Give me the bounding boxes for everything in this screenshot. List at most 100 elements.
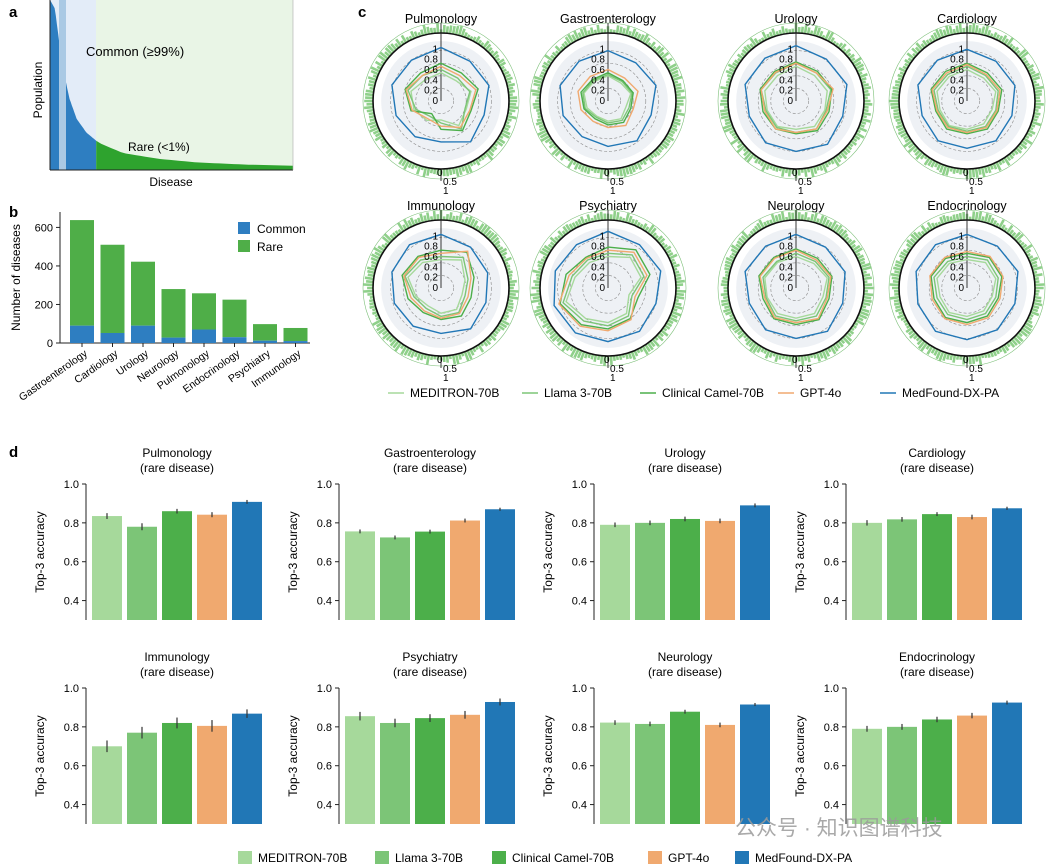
d-legend-swatch-3 xyxy=(648,851,662,864)
radar-series-2 xyxy=(930,62,1003,135)
b-legend-swatch-common xyxy=(238,222,250,234)
radar-bar-tick: 1 xyxy=(610,373,616,384)
c-legend-label-3: GPT-4o xyxy=(800,386,842,400)
radar-radial-tick: 0.6 xyxy=(591,65,605,76)
d-ytick-label: 1.0 xyxy=(824,479,839,491)
radar-series-3 xyxy=(759,249,832,324)
radar-title: Urology xyxy=(774,12,818,26)
radar-series-4 xyxy=(391,46,490,143)
d-bar-3 xyxy=(450,714,480,824)
radar-title: Immunology xyxy=(407,199,476,213)
d-bar-2 xyxy=(415,531,445,620)
b-bar-common xyxy=(192,329,216,343)
radar-grid-circle xyxy=(428,275,454,301)
radar-radial-tick: 0.8 xyxy=(779,55,793,66)
radar-series-3 xyxy=(931,63,1001,134)
radar-title: Endocrinology xyxy=(927,199,1007,213)
radar-series-0 xyxy=(764,255,828,319)
radar-series-3 xyxy=(558,249,648,332)
radar-bar-tick: 1 xyxy=(610,186,616,197)
radar-series-3 xyxy=(929,250,1004,326)
radar-series-4 xyxy=(744,233,846,340)
radar-radial-tick: 0.8 xyxy=(424,242,438,253)
panel-letter-b: b xyxy=(9,204,18,221)
radar-spikes xyxy=(889,23,1044,179)
radar-radial-tick: 0.8 xyxy=(591,55,605,66)
d-ylabel: Top-3 accuracy xyxy=(286,511,300,592)
d-bar-3 xyxy=(197,514,227,620)
d-subtitle: (rare disease) xyxy=(648,665,722,679)
radar-radial-tick: 0.2 xyxy=(779,273,793,284)
radar-series-1 xyxy=(762,252,830,322)
radar-title: Psychiatry xyxy=(579,199,637,213)
d-title: Neurology xyxy=(658,650,713,664)
radar-radial-tick: 1 xyxy=(432,44,438,55)
d-ytick-label: 0.8 xyxy=(572,518,587,530)
legend-c: MEDITRON-70B Llama 3-70B Clinical Camel-70… xyxy=(388,386,999,400)
radar-radial-tick: 1 xyxy=(599,231,605,242)
radar-radial-tick: 0.4 xyxy=(779,262,793,273)
radar-radial-tick: 1 xyxy=(599,44,605,55)
d-subtitle: (rare disease) xyxy=(648,461,722,475)
d-ytick-label: 1.0 xyxy=(572,479,587,491)
b-legend-swatch-rare xyxy=(238,240,250,252)
radar-radial-tick: 0 xyxy=(432,283,438,294)
d-bar-1 xyxy=(127,732,157,824)
d-subtitle: (rare disease) xyxy=(900,665,974,679)
radar-bar-tick: 0.5 xyxy=(969,364,983,375)
bar-panel-pulmonology: Pulmonology(rare disease) 0.4 0.6 0.8 1.0 Top… xyxy=(33,446,262,620)
d-bar-2 xyxy=(415,718,445,824)
radar-series-2 xyxy=(401,249,475,321)
radar-radial-tick: 0.6 xyxy=(950,252,964,263)
radar-series-1 xyxy=(404,255,469,318)
b-bar-rare xyxy=(131,261,155,326)
radar-bar-tick: 1 xyxy=(798,373,804,384)
radar-series-2 xyxy=(758,248,833,326)
common-region-label: Common (≥99%) xyxy=(86,44,184,59)
d-ylabel: Top-3 accuracy xyxy=(541,511,555,592)
d-legend-swatch-0 xyxy=(238,851,252,864)
d-ytick-label: 0.8 xyxy=(64,518,79,530)
panel-c: Pulmonology00.20.40.60.8100.51Gastroente… xyxy=(362,12,1046,384)
radar-spikes xyxy=(889,211,1045,365)
radar-title: Neurology xyxy=(768,199,826,213)
radar-bar-tick: 0.5 xyxy=(798,177,812,188)
d-ylabel: Top-3 accuracy xyxy=(286,715,300,796)
d-title: Gastroenterology xyxy=(384,446,476,460)
radar-title: Gastroenterology xyxy=(560,12,657,26)
d-bar-3 xyxy=(705,520,735,620)
d-ytick-label: 1.0 xyxy=(64,683,79,695)
radar-series-2 xyxy=(559,246,651,330)
radar-radial-tick: 0 xyxy=(958,96,964,107)
radar-radial-tick: 0.4 xyxy=(950,262,964,273)
radar-series-0 xyxy=(764,65,828,131)
d-bar-3 xyxy=(957,715,987,824)
d-bar-1 xyxy=(635,723,665,824)
radar-radial-tick: 0.6 xyxy=(591,252,605,263)
radar-bar-tick: 0 xyxy=(437,355,443,366)
radar-radial-tick: 0 xyxy=(787,96,793,107)
d-bar-2 xyxy=(162,722,192,824)
radar-bar-tick: 0.5 xyxy=(610,364,624,375)
radar-bar-tick: 0.5 xyxy=(443,364,457,375)
d-ytick-label: 0.8 xyxy=(64,722,79,734)
d-bar-4 xyxy=(232,501,262,620)
radar-series-1 xyxy=(582,73,633,124)
b-bar-common xyxy=(70,325,94,343)
d-bar-4 xyxy=(485,509,515,620)
radar-series-3 xyxy=(760,62,834,134)
radar-series-4 xyxy=(553,230,662,343)
d-legend-swatch-4 xyxy=(735,851,749,864)
radar-spikes xyxy=(530,210,686,366)
radar-series-3 xyxy=(577,68,639,129)
b-bar-rare xyxy=(70,220,94,326)
radar-radial-tick: 0 xyxy=(958,283,964,294)
radar-radial-tick: 0.8 xyxy=(950,242,964,253)
radar-series-2 xyxy=(580,71,634,126)
d-ytick-label: 1.0 xyxy=(572,683,587,695)
radar-spikes xyxy=(719,23,873,178)
radar-bar-tick: 0 xyxy=(963,355,969,366)
